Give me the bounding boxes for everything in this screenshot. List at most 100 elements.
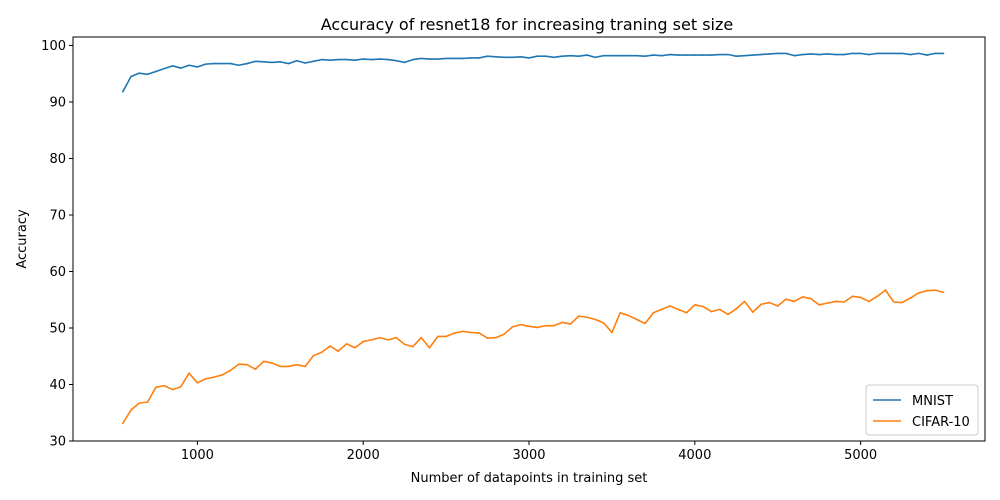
data-point-mnist xyxy=(196,66,199,68)
data-point-cifar10 xyxy=(752,311,754,313)
data-point-cifar10 xyxy=(544,324,547,327)
data-point-cifar10 xyxy=(296,363,298,366)
data-point-mnist xyxy=(254,60,257,63)
data-point-cifar10 xyxy=(370,339,373,341)
data-point-mnist xyxy=(561,55,563,58)
data-point-cifar10 xyxy=(577,315,580,317)
data-point-mnist xyxy=(569,54,572,57)
series-points-mnist xyxy=(121,52,945,93)
data-point-cifar10 xyxy=(627,314,630,317)
x-tick-label: 5000 xyxy=(844,448,877,463)
data-point-mnist xyxy=(669,53,671,56)
y-axis-ticks: 30 40 50 60 70 80 90 100 xyxy=(41,39,73,450)
data-point-cifar10 xyxy=(917,292,920,294)
data-point-cifar10 xyxy=(909,297,912,299)
data-point-mnist xyxy=(909,53,912,56)
data-point-cifar10 xyxy=(403,343,406,346)
data-point-mnist xyxy=(445,57,447,60)
data-point-mnist xyxy=(586,54,588,56)
data-point-mnist xyxy=(611,54,613,57)
legend-label-cifar10: CIFAR-10 xyxy=(912,415,970,430)
data-point-mnist xyxy=(826,53,829,55)
data-point-mnist xyxy=(801,53,804,56)
data-point-cifar10 xyxy=(345,343,348,345)
data-point-mnist xyxy=(727,53,729,56)
data-point-mnist xyxy=(785,52,787,55)
data-point-cifar10 xyxy=(851,295,854,298)
data-point-mnist xyxy=(213,62,215,65)
data-point-cifar10 xyxy=(619,311,621,314)
data-point-cifar10 xyxy=(470,331,472,334)
data-point-cifar10 xyxy=(155,386,157,389)
data-point-mnist xyxy=(246,62,248,65)
data-point-cifar10 xyxy=(196,382,199,384)
data-point-mnist xyxy=(171,65,174,67)
data-point-mnist xyxy=(204,63,207,65)
data-point-cifar10 xyxy=(760,303,762,306)
data-point-cifar10 xyxy=(826,302,829,304)
data-point-mnist xyxy=(934,52,937,55)
data-point-cifar10 xyxy=(594,318,597,321)
data-point-cifar10 xyxy=(121,422,124,425)
data-point-cifar10 xyxy=(710,310,713,313)
data-point-cifar10 xyxy=(304,365,306,368)
data-point-cifar10 xyxy=(776,305,779,307)
y-tick-label: 70 xyxy=(49,208,66,223)
data-point-cifar10 xyxy=(536,326,539,329)
series-layer xyxy=(121,52,945,425)
data-point-mnist xyxy=(594,56,597,59)
data-point-mnist xyxy=(627,54,630,57)
data-point-mnist xyxy=(553,56,555,59)
data-point-mnist xyxy=(760,53,762,56)
data-point-cifar10 xyxy=(843,301,845,303)
data-point-cifar10 xyxy=(445,335,447,338)
legend: MNIST CIFAR-10 xyxy=(865,384,979,436)
data-point-cifar10 xyxy=(320,351,323,354)
data-point-cifar10 xyxy=(279,365,282,368)
data-point-cifar10 xyxy=(818,304,820,306)
data-point-cifar10 xyxy=(461,330,464,333)
data-point-mnist xyxy=(536,55,539,58)
data-point-cifar10 xyxy=(611,331,613,334)
x-axis-label: Number of datapoints in training set xyxy=(411,471,648,486)
y-tick-label: 40 xyxy=(49,378,66,393)
data-point-mnist xyxy=(768,53,771,55)
data-point-mnist xyxy=(229,62,232,65)
data-point-cifar10 xyxy=(486,337,489,339)
data-point-cifar10 xyxy=(519,323,522,326)
data-point-cifar10 xyxy=(586,316,588,319)
data-point-mnist xyxy=(685,54,688,56)
data-point-mnist xyxy=(337,58,340,61)
data-point-mnist xyxy=(743,54,746,57)
data-point-mnist xyxy=(420,57,423,60)
series-line-cifar10 xyxy=(122,289,944,424)
data-point-mnist xyxy=(677,54,680,56)
data-point-cifar10 xyxy=(329,345,331,347)
data-point-cifar10 xyxy=(785,298,787,300)
data-point-mnist xyxy=(851,52,854,55)
data-point-cifar10 xyxy=(553,324,555,327)
plot-frame xyxy=(72,36,986,442)
data-point-mnist xyxy=(942,52,945,55)
data-point-cifar10 xyxy=(362,340,364,343)
data-point-cifar10 xyxy=(801,296,804,298)
data-point-mnist xyxy=(238,64,240,67)
data-point-mnist xyxy=(694,54,696,56)
data-point-cifar10 xyxy=(793,300,796,303)
data-point-mnist xyxy=(271,61,273,64)
data-point-cifar10 xyxy=(204,378,207,380)
data-point-mnist xyxy=(304,62,306,64)
y-tick-label: 100 xyxy=(41,39,66,54)
y-tick-label: 80 xyxy=(49,152,66,167)
data-point-cifar10 xyxy=(694,304,696,306)
data-point-mnist xyxy=(577,55,580,58)
data-point-cifar10 xyxy=(387,339,389,341)
legend-label-mnist: MNIST xyxy=(912,394,953,409)
legend-box xyxy=(865,384,979,436)
data-point-mnist xyxy=(312,60,315,63)
data-point-cifar10 xyxy=(926,289,928,292)
data-point-cifar10 xyxy=(702,305,704,308)
data-point-mnist xyxy=(660,54,663,57)
data-point-cifar10 xyxy=(602,322,605,324)
